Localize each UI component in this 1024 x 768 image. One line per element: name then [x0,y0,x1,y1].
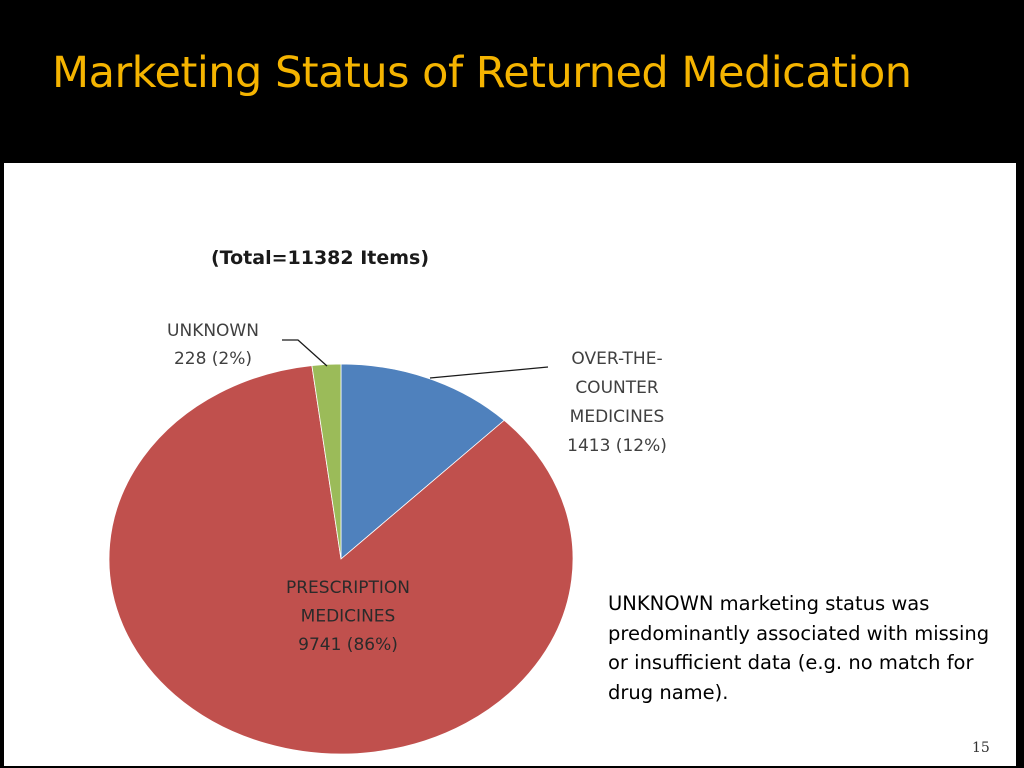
slice-label-over-the-counter-medicines: OVER-THE-COUNTER MEDICINES 1413 (12%) [567,349,667,456]
title-bar: Marketing Status of Returned Medication [0,0,1024,160]
leader-line [429,366,549,379]
leader-lines [282,339,549,379]
chart-title: (Total=11382 Items) [211,247,429,269]
pie-slice-unknown [311,363,342,560]
slice-label-prescription-medicines: PRESCRIPTION MEDICINES 9741 (86%) [286,578,410,655]
slice-labels: OVER-THE-COUNTER MEDICINES 1413 (12%) PRESC… [167,321,667,655]
page-number: 15 [972,740,990,756]
pie-slices [108,363,574,755]
note-text: UNKNOWN marketing status was predominant… [608,592,990,704]
leader-line [282,339,328,367]
slide-title: Marketing Status of Returned Medication [52,48,912,98]
pie-slice-prescription-medicines [108,365,574,755]
slice-label-unknown: UNKNOWN 228 (2%) [167,321,259,369]
pie-slice-over-the-counter-medicines [340,363,505,560]
